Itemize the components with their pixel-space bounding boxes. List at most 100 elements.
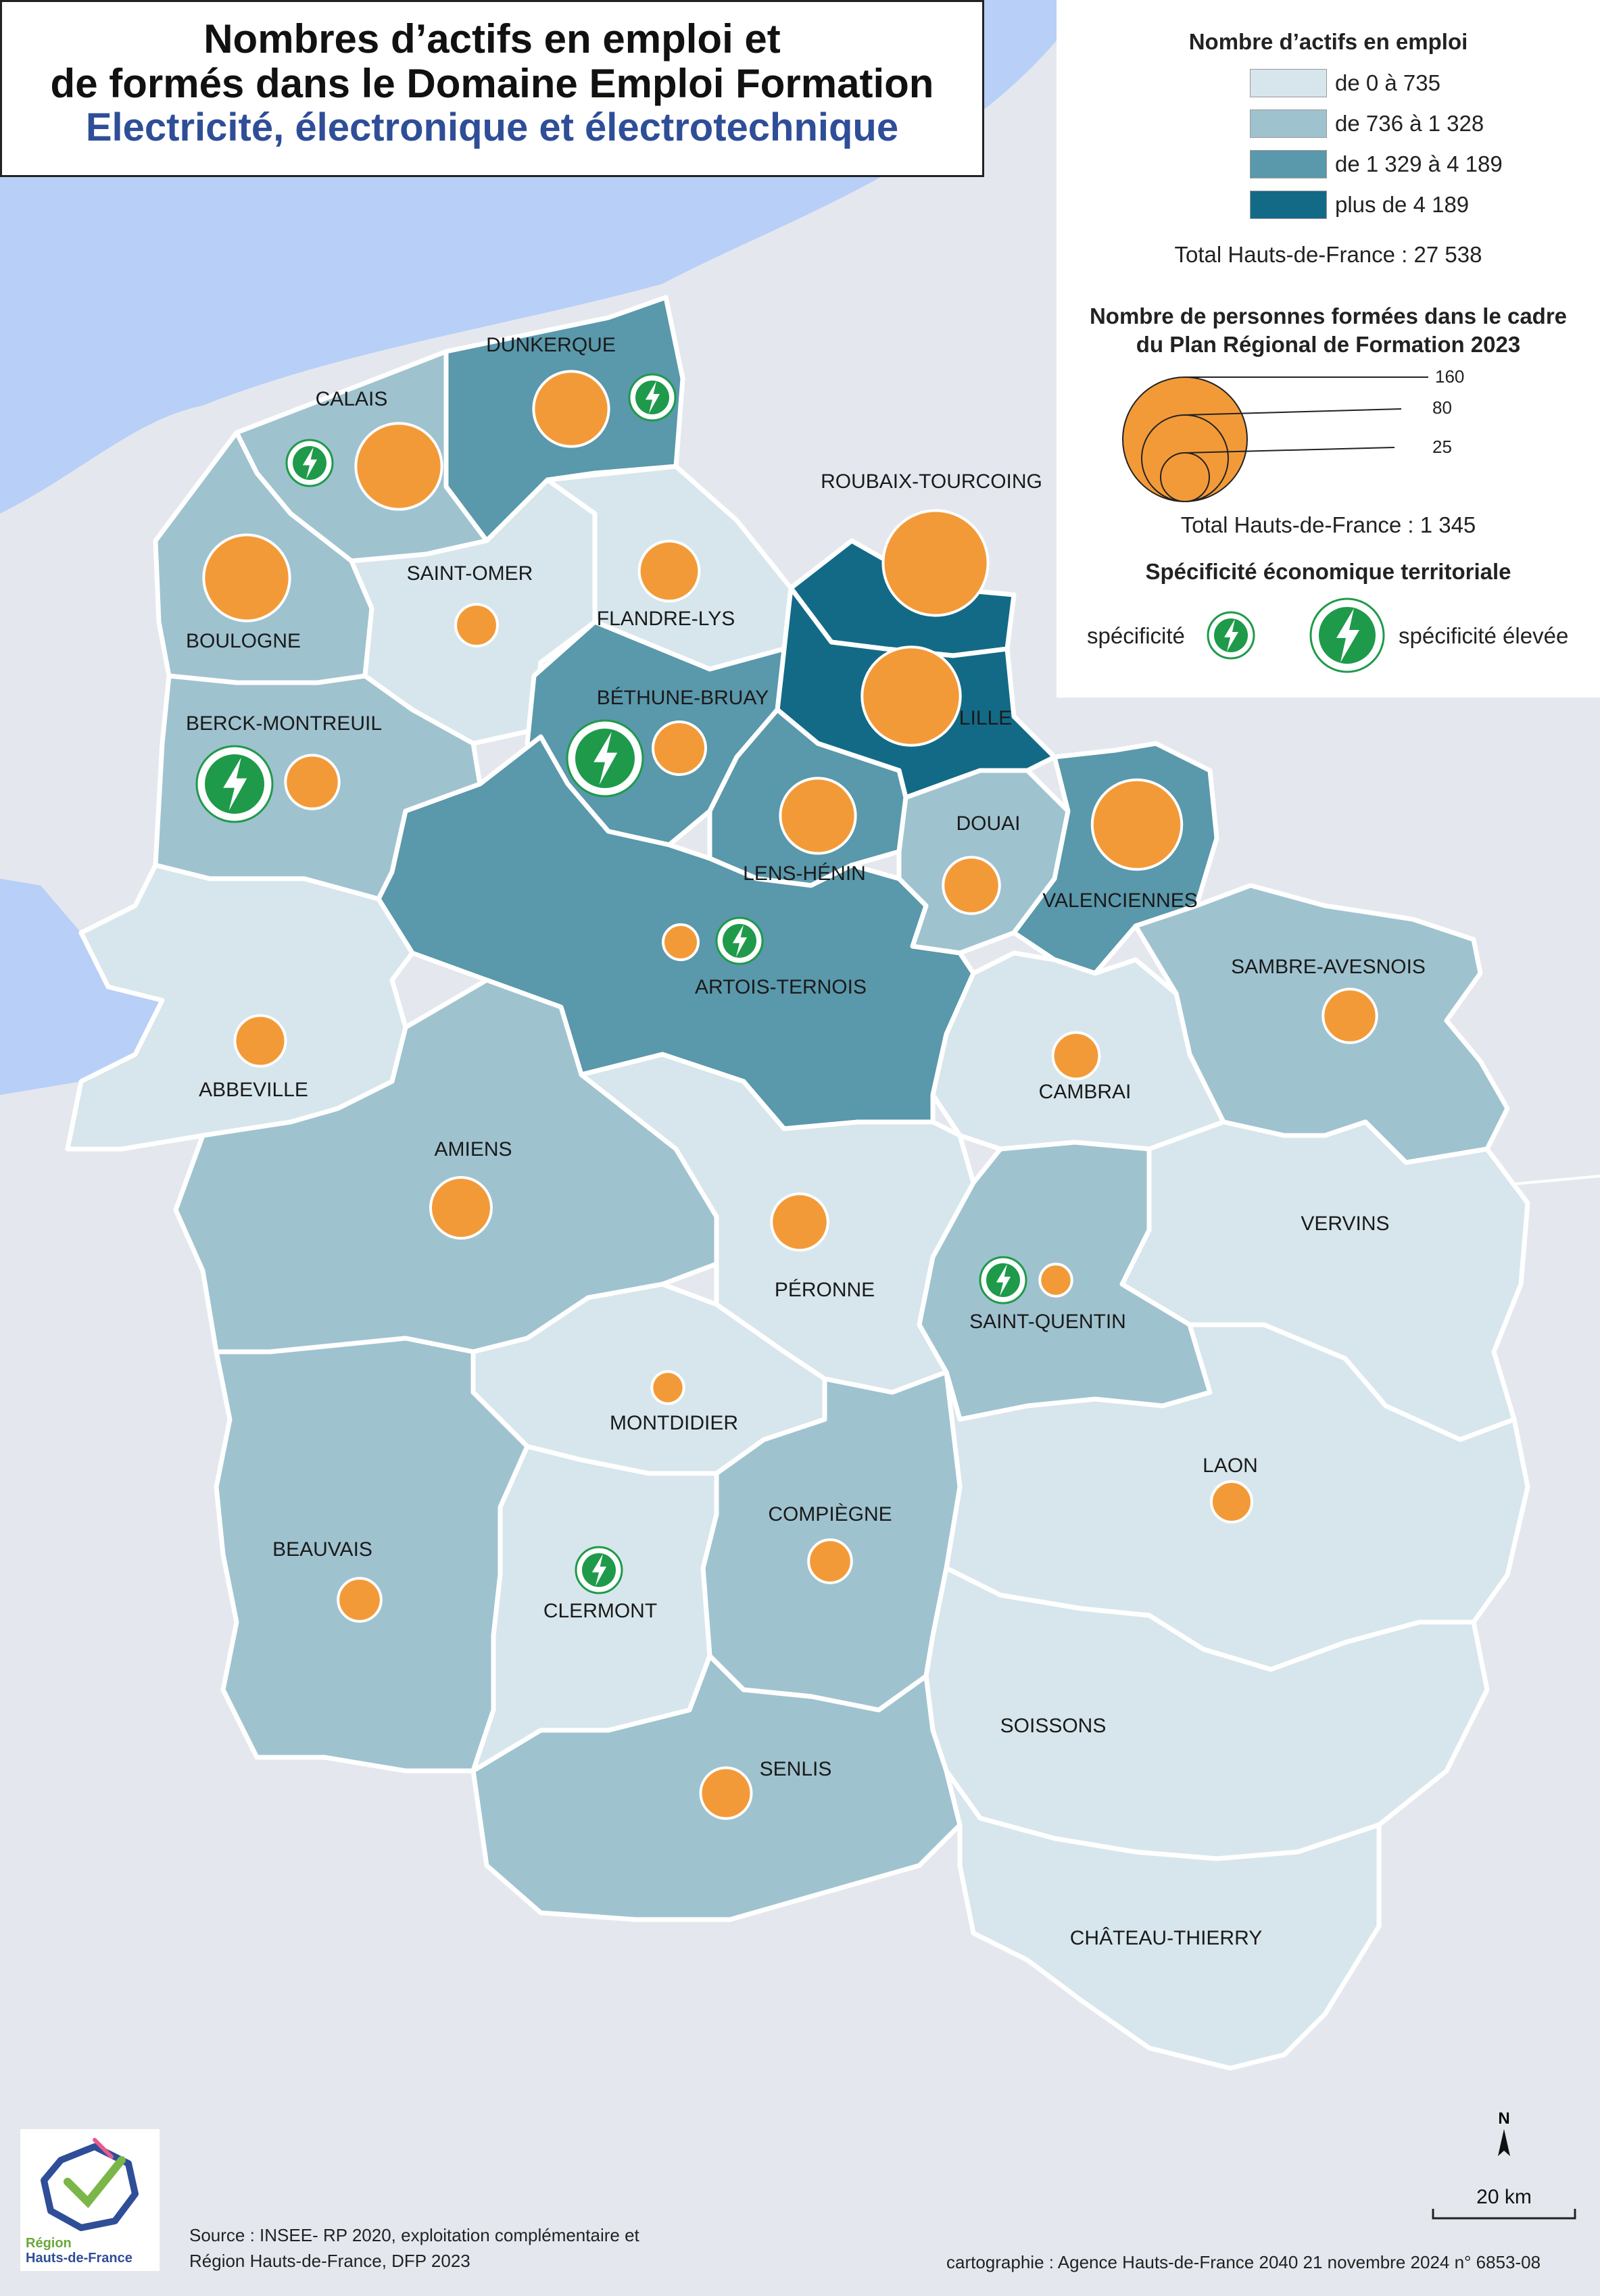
zone-label: SENLIS	[760, 1758, 832, 1780]
zone-label: VALENCIENNES	[1042, 889, 1198, 912]
trained-circle	[337, 1577, 383, 1623]
trained-circle	[650, 1370, 685, 1405]
map-title-line2: de formés dans le Domaine Emploi Formati…	[50, 61, 934, 106]
legend-training-title-2: du Plan Régional de Formation 2023	[1136, 332, 1521, 357]
trained-circle	[1090, 778, 1184, 871]
zone-label: LAON	[1203, 1455, 1258, 1477]
logo-text-2: Hauts-de-France	[26, 2251, 132, 2266]
legend-training-title-1: Nombre de personnes formées dans le cadr…	[1089, 303, 1568, 328]
region-logo: Région Hauts-de-France	[20, 2129, 160, 2271]
zone-label: LENS-HÉNIN	[743, 862, 866, 885]
trained-circle	[662, 923, 700, 961]
legend-swatch-2	[1250, 150, 1327, 178]
zone-label: DOUAI	[956, 812, 1020, 835]
lightning-icon	[715, 917, 764, 965]
trained-circle	[860, 645, 962, 747]
logo-text-1: Région	[26, 2236, 72, 2251]
zone-label: CHÂTEAU-THIERRY	[1070, 1927, 1262, 1949]
trained-circle	[1210, 1480, 1253, 1523]
lightning-icon	[285, 439, 334, 487]
zone-label: CALAIS	[316, 388, 388, 410]
trained-circle	[637, 539, 701, 603]
north-arrow: N	[1498, 2109, 1510, 2156]
zone-label: FLANDRE-LYS	[597, 608, 735, 630]
scale-bar: 20 km	[1432, 2186, 1576, 2220]
legend-swatch-3	[1250, 191, 1327, 219]
credits: cartographie : Agence Hauts-de-France 20…	[946, 2252, 1541, 2272]
trained-circle	[354, 422, 443, 511]
trained-circle	[1051, 1031, 1101, 1081]
zone-label: DUNKERQUE	[486, 334, 616, 356]
lightning-icon	[1207, 611, 1255, 660]
zone-label: SAMBRE-AVESNOIS	[1231, 956, 1426, 978]
map-title-line1: Nombres d’actifs en emploi et	[203, 16, 781, 62]
svg-text:N: N	[1498, 2109, 1509, 2128]
legend-size-160: 160	[1435, 366, 1464, 387]
legend-circle-25	[1160, 452, 1210, 502]
legend-size-25: 25	[1432, 437, 1452, 457]
trained-circle	[1038, 1263, 1073, 1298]
trained-circle	[1322, 987, 1378, 1044]
legend: Nombre d’actifs en emploi de 0 à 735 de …	[1057, 0, 1600, 698]
legend-class-label-3: plus de 4 189	[1335, 192, 1470, 217]
zone-label: BEAUVAIS	[272, 1538, 372, 1561]
zone-label: LILLE	[959, 707, 1012, 729]
legend-class-label-2: de 1 329 à 4 189	[1335, 151, 1503, 176]
trained-circle	[429, 1176, 493, 1240]
lightning-icon	[575, 1546, 623, 1594]
lightning-icon-high	[195, 745, 274, 823]
zone-label: BÉTHUNE-BRUAY	[597, 687, 769, 709]
zone-label: PÉRONNE	[775, 1279, 875, 1301]
lightning-icon	[628, 373, 677, 422]
source-line-1: Source : INSEE- RP 2020, exploitation co…	[189, 2225, 639, 2245]
zone-label: MONTDIDIER	[610, 1412, 738, 1434]
trained-circle	[202, 533, 291, 622]
zone-label: CLERMONT	[543, 1600, 657, 1622]
zone-label: SOISSONS	[1000, 1715, 1107, 1737]
zone-label: BOULOGNE	[186, 630, 301, 652]
legend-specificity-high-label: spécificité élevée	[1399, 623, 1569, 648]
zone-label: AMIENS	[434, 1138, 512, 1161]
trained-circle	[807, 1538, 853, 1584]
trained-circle	[284, 754, 341, 810]
zone-chateau-thierry	[944, 1768, 1382, 2071]
trained-circle	[652, 720, 707, 776]
source-line-2: Région Hauts-de-France, DFP 2023	[189, 2251, 470, 2271]
bay-somme	[0, 879, 162, 1095]
trained-circle	[881, 509, 990, 617]
legend-employment-total: Total Hauts-de-France : 27 538	[1174, 242, 1482, 267]
lightning-icon	[979, 1256, 1027, 1304]
zone-label: SAINT-QUENTIN	[969, 1311, 1126, 1333]
lightning-icon-high	[1309, 597, 1385, 673]
legend-specificity-label: spécificité	[1087, 623, 1185, 648]
france-map-icon	[41, 2138, 139, 2231]
zone-label: SAINT-OMER	[407, 562, 533, 585]
legend-swatch-0	[1250, 69, 1327, 97]
zone-label: ABBEVILLE	[199, 1079, 308, 1101]
zone-label: BERCK-MONTREUIL	[186, 712, 382, 735]
legend-employment-title: Nombre d’actifs en emploi	[1188, 29, 1468, 54]
legend-specificity-title: Spécificité économique territoriale	[1145, 559, 1511, 584]
legend-swatch-1	[1250, 109, 1327, 138]
trained-circle	[699, 1766, 753, 1820]
trained-circle	[532, 370, 610, 448]
trained-circle	[233, 1014, 287, 1068]
svg-text:20 km: 20 km	[1476, 2186, 1532, 2208]
trained-circle	[454, 603, 499, 648]
zone-label: ARTOIS-TERNOIS	[695, 976, 867, 998]
trained-circle	[942, 856, 1001, 915]
title-box: Nombres d’actifs en emploi et de formés …	[0, 0, 984, 177]
trained-circle	[770, 1192, 829, 1252]
legend-class-label-0: de 0 à 735	[1335, 70, 1440, 95]
trained-circle	[779, 777, 857, 855]
legend-class-label-1: de 736 à 1 328	[1335, 111, 1484, 136]
legend-training-total: Total Hauts-de-France : 1 345	[1180, 512, 1476, 537]
zone-label: VERVINS	[1301, 1213, 1389, 1235]
zone-label: COMPIÈGNE	[768, 1503, 892, 1525]
map-subtitle: Electricité, électronique et électrotech…	[85, 105, 899, 149]
zone-label: ROUBAIX-TOURCOING	[821, 470, 1042, 493]
legend-size-circles: 160 80 25	[1122, 366, 1464, 502]
zone-label: CAMBRAI	[1039, 1081, 1132, 1103]
lightning-icon-high	[566, 719, 644, 798]
legend-size-80: 80	[1432, 397, 1452, 418]
